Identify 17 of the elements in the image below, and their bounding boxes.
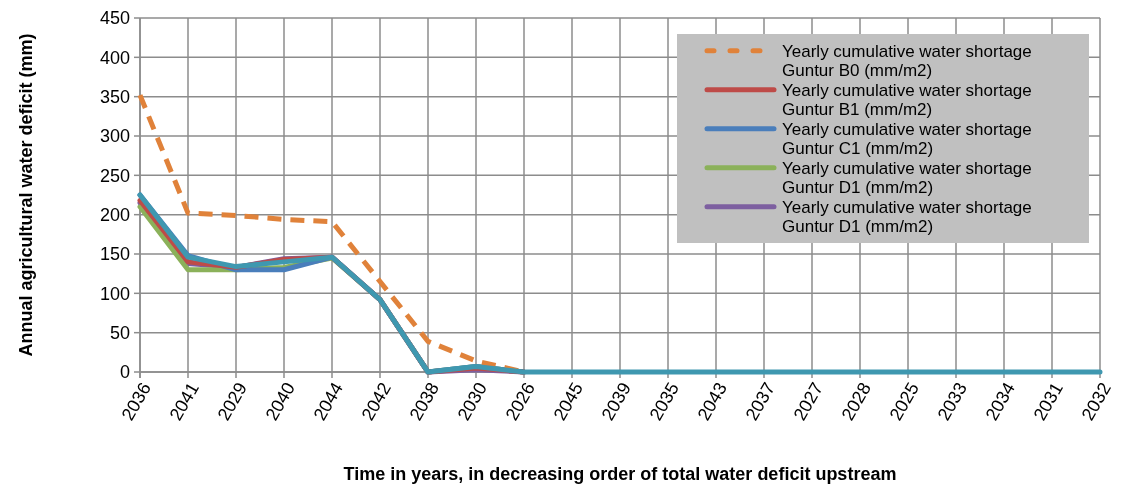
y-tick-label: 0	[119, 362, 130, 383]
legend-label: Yearly cumulative water shortage Guntur B0 (mm/m2)	[782, 41, 1032, 81]
y-axis-title: Annual agricultural water deficit (mm)	[16, 33, 37, 357]
legend-label: Yearly cumulative water shortage Guntur B1 (mm/m2)	[782, 80, 1032, 120]
y-tick-label: 250	[99, 165, 130, 186]
y-tick-label: 300	[99, 126, 130, 147]
y-tick-label: 200	[99, 204, 130, 225]
y-tick-label: 100	[99, 283, 130, 304]
legend-label: Yearly cumulative water shortage Guntur C1 (mm/m2)	[782, 119, 1032, 159]
y-tick-label: 350	[99, 86, 130, 107]
y-tick-label: 450	[99, 8, 130, 29]
legend-label: Yearly cumulative water shortage Guntur D1 (mm/m2)	[782, 197, 1032, 237]
legend-label: Yearly cumulative water shortage Guntur D1 (mm/m2)	[782, 158, 1032, 198]
y-tick-label: 400	[99, 47, 130, 68]
y-tick-label: 50	[109, 322, 130, 343]
y-tick-label: 150	[99, 244, 130, 265]
x-axis-title: Time in years, in decreasing order of total water deficit upstream	[343, 464, 897, 484]
